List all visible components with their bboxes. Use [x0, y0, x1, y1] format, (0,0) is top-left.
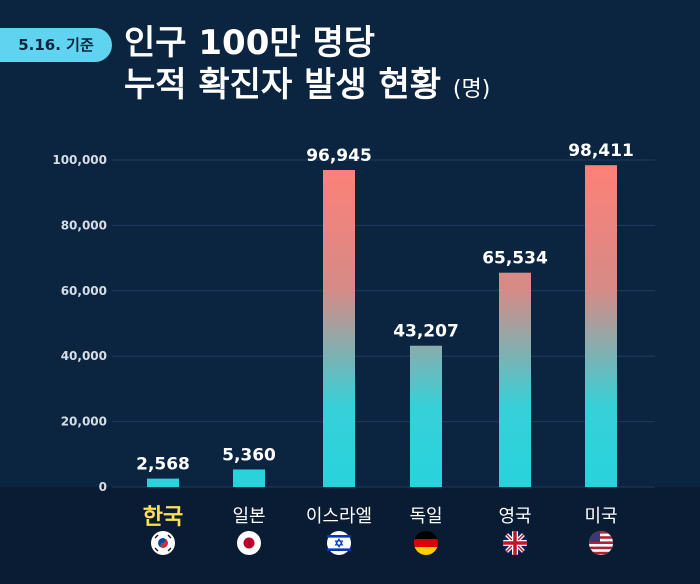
- usa-flag-icon: [589, 531, 613, 555]
- south-korea-flag-icon: [151, 531, 175, 555]
- bar-value-label: 5,360: [222, 445, 276, 465]
- y-tick-label: 40,000: [61, 349, 107, 363]
- title-line-2-text: 누적 확진자 발생 현황: [124, 65, 442, 105]
- y-axis-ticks: 0 20,000 40,000 60,000 80,000 100,000: [52, 153, 107, 494]
- category-label: 영국: [498, 506, 532, 527]
- uk-flag-icon: [503, 531, 527, 555]
- category-label: 일본: [232, 506, 266, 527]
- bar-value-label: 96,945: [306, 146, 372, 166]
- title-line-2: 누적 확진자 발생 현황 (명): [124, 64, 490, 111]
- israel-flag-icon: [327, 531, 351, 555]
- page-title: 인구 100만 명당 누적 확진자 발생 현황 (명): [124, 22, 490, 111]
- bar: [585, 165, 617, 487]
- grid-lines: [112, 159, 655, 488]
- bar: [323, 169, 355, 487]
- title-line-1: 인구 100만 명당: [124, 23, 376, 63]
- date-badge: 5.16. 기준: [0, 28, 112, 62]
- y-tick-label: 20,000: [61, 415, 107, 429]
- bar: [410, 345, 442, 487]
- category-label: 한국: [142, 505, 184, 530]
- bar-value-label: 65,534: [482, 249, 548, 269]
- bar: [233, 469, 265, 487]
- y-tick-label: 80,000: [61, 218, 107, 232]
- japan-flag-icon: [237, 531, 261, 555]
- bar: [147, 478, 179, 487]
- y-tick-label: 100,000: [52, 153, 107, 167]
- category-label: 미국: [584, 506, 618, 527]
- germany-flag-icon: [414, 531, 438, 555]
- value-labels: 2,568 5,360 96,945 43,207 65,534 98,411: [136, 141, 634, 474]
- bar: [499, 272, 531, 487]
- bar-value-label: 98,411: [568, 141, 634, 161]
- y-tick-label: 60,000: [61, 284, 107, 298]
- category-label: 이스라엘: [305, 506, 373, 527]
- category-label: 독일: [409, 506, 443, 527]
- title-unit: (명): [452, 77, 491, 102]
- y-tick-label: 0: [99, 480, 107, 494]
- bar-value-label: 2,568: [136, 455, 190, 475]
- bar-value-label: 43,207: [393, 322, 459, 342]
- bars: [147, 165, 617, 487]
